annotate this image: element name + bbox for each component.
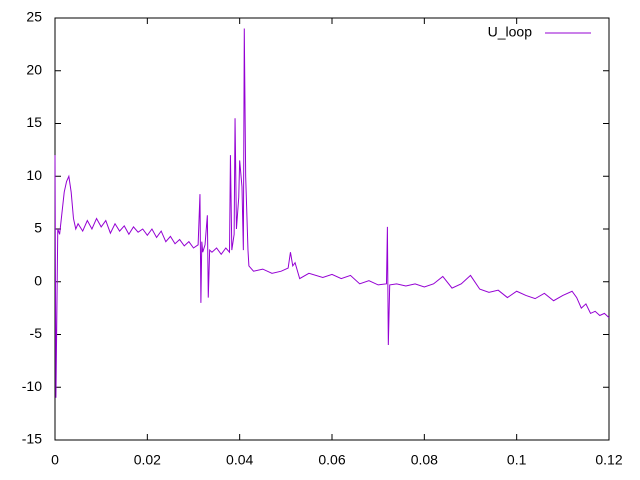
- x-tick-label: 0.1: [507, 452, 527, 468]
- y-tick-label: -5: [30, 325, 43, 341]
- x-tick-label: 0: [51, 452, 59, 468]
- y-tick-label: -15: [22, 431, 42, 447]
- y-tick-label: -10: [22, 378, 42, 394]
- y-tick-label: 15: [26, 114, 42, 130]
- y-tick-label: 25: [26, 9, 42, 25]
- x-tick-label: 0.06: [318, 452, 345, 468]
- x-tick-label: 0.12: [595, 452, 622, 468]
- x-tick-label: 0.04: [226, 452, 253, 468]
- legend-label: U_loop: [488, 24, 533, 40]
- plot-border: [54, 17, 610, 441]
- y-tick-label: 0: [34, 272, 42, 288]
- x-tick-label: 0.02: [134, 452, 161, 468]
- x-tick-label: 0.08: [411, 452, 438, 468]
- y-tick-label: 20: [26, 61, 42, 77]
- data-line: [54, 28, 610, 398]
- y-tick-label: 10: [26, 167, 42, 183]
- y-tick-label: 5: [34, 220, 42, 236]
